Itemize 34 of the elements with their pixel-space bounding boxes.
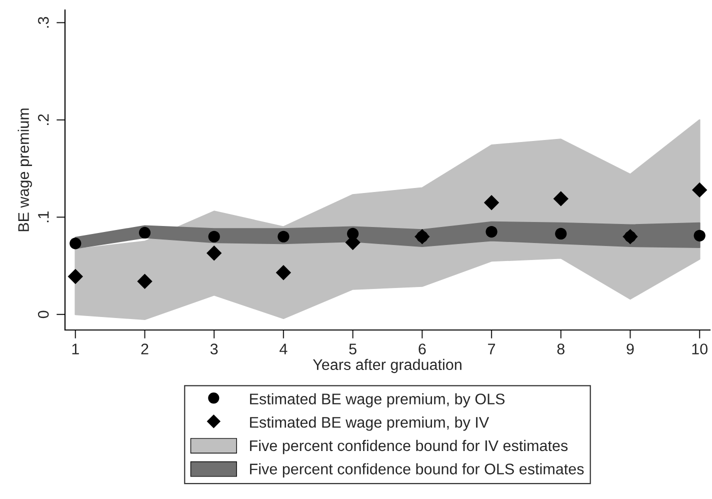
- point: [553, 191, 568, 206]
- x-tick-label: 5: [349, 344, 356, 354]
- point: [137, 274, 152, 289]
- point: [486, 226, 498, 238]
- x-tick-label: 1: [72, 344, 79, 354]
- legend-label: Estimated BE wage premium, by IV: [250, 416, 490, 431]
- legend-label: Five percent confidence bound for OLS estimates: [250, 463, 584, 478]
- x-tick-label: 9: [626, 344, 634, 354]
- point: [694, 230, 706, 242]
- point: [692, 182, 708, 198]
- x-tick-label: 4: [280, 344, 288, 354]
- y-tick-label: .2: [38, 114, 49, 125]
- x-tick-label: 6: [418, 344, 426, 354]
- point: [276, 265, 292, 280]
- y-tick-label: .3: [38, 16, 49, 28]
- point: [484, 194, 500, 210]
- x-tick-label: 2: [141, 344, 148, 354]
- x-tick-label: 8: [557, 344, 564, 354]
- legend-label: Five percent confidence bound for IV estimates: [250, 440, 568, 454]
- point: [68, 268, 84, 284]
- x-tick-label: 10: [692, 344, 708, 354]
- legend-label: Estimated BE wage premium, by OLS: [250, 393, 505, 408]
- point: [208, 230, 220, 242]
- y-axis-title: BE wage premium: [18, 108, 32, 232]
- x-tick-label: 7: [488, 344, 496, 354]
- point: [278, 230, 290, 242]
- y-tick-label: 0: [38, 310, 49, 318]
- x-tick-label: 3: [210, 344, 218, 354]
- point: [138, 226, 151, 239]
- y-tick-label: .1: [38, 212, 49, 222]
- point: [555, 228, 567, 240]
- point: [70, 238, 82, 250]
- point: [206, 246, 222, 261]
- x-axis-title: Years after graduation: [312, 358, 462, 374]
